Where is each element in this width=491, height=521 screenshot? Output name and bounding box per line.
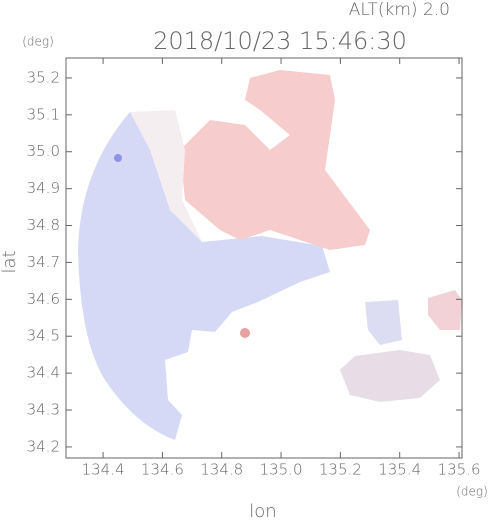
y-tick-label: 35.2 <box>27 68 60 86</box>
y-unit: (deg) <box>22 35 54 49</box>
x-tick-label: 135.6 <box>438 461 481 479</box>
y-tick-label: 35.0 <box>27 142 60 160</box>
y-tick-label: 34.5 <box>27 327 60 345</box>
blob <box>428 290 462 330</box>
x-tick-label: 135.2 <box>319 461 362 479</box>
blob <box>240 328 250 338</box>
x-tick-label: 134.8 <box>200 461 243 479</box>
y-tick-label: 34.8 <box>27 216 60 234</box>
y-tick-label: 34.6 <box>27 290 60 308</box>
y-tick-label: 34.7 <box>27 253 60 271</box>
subtitle: ALT(km) 2.0 <box>349 0 450 20</box>
blue-region <box>78 112 330 440</box>
y-tick-label: 34.9 <box>27 179 60 197</box>
x-tick-label: 134.6 <box>141 461 184 479</box>
blob <box>365 300 402 345</box>
x-tick-label: 135.0 <box>260 461 303 479</box>
pink-region <box>180 70 370 250</box>
x-tick-label: 135.4 <box>378 461 421 479</box>
x-unit: (deg) <box>456 485 488 499</box>
y-tick-label: 34.3 <box>27 401 60 419</box>
white-region <box>130 110 202 242</box>
radar-field <box>78 70 462 440</box>
plot-frame <box>65 57 463 459</box>
y-tick-label: 34.2 <box>27 437 60 455</box>
x-axis-label: lon <box>249 501 276 521</box>
y-axis-label: lat <box>0 250 20 273</box>
y-tick-label: 35.1 <box>27 105 60 123</box>
y-tick-label: 34.4 <box>27 364 60 382</box>
x-tick-label: 134.4 <box>82 461 125 479</box>
blob <box>340 350 440 402</box>
chart-title: 2018/10/23 15:46:30 <box>153 27 407 55</box>
blob <box>114 154 122 162</box>
